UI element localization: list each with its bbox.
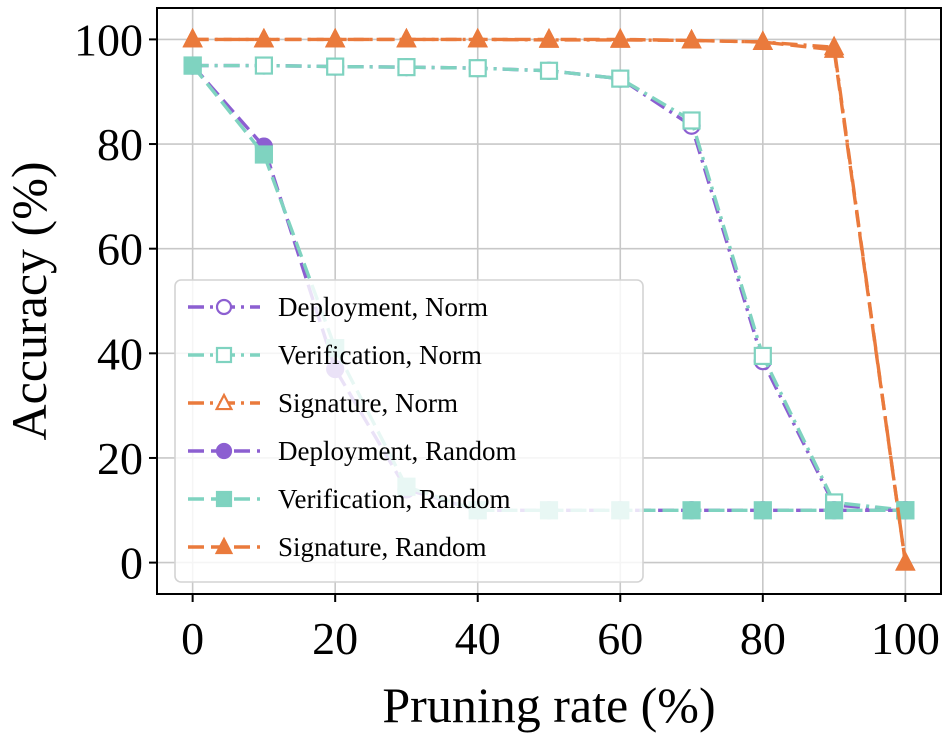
legend-label: Signature, Random <box>278 532 486 562</box>
legend-item-deployment-norm: Deployment, Norm <box>188 292 488 322</box>
data-point <box>682 111 701 130</box>
data-point <box>753 501 772 520</box>
x-tick-label: 100 <box>871 613 940 664</box>
data-point <box>324 27 346 48</box>
data-point <box>396 27 417 48</box>
legend-item-verification-random: Verification, Random <box>188 484 510 514</box>
legend-marker <box>215 346 233 364</box>
data-point <box>539 61 559 80</box>
data-point <box>467 27 488 48</box>
legend-marker <box>214 536 234 555</box>
x-tick-label: 40 <box>455 613 501 664</box>
data-point <box>823 38 845 58</box>
data-point <box>183 56 202 75</box>
y-tick-label: 100 <box>74 14 143 65</box>
data-point <box>681 28 702 49</box>
legend-label: Signature, Norm <box>278 388 458 418</box>
legend-label: Deployment, Random <box>278 436 516 466</box>
y-tick-label: 40 <box>97 328 143 379</box>
data-point <box>326 57 345 76</box>
y-tick-label: 80 <box>97 119 143 170</box>
data-point <box>610 27 631 48</box>
x-tick-label: 60 <box>597 613 643 664</box>
legend-box <box>174 279 644 583</box>
data-point <box>538 27 560 48</box>
legend: Deployment, Norm Verification, Norm Signat… <box>174 279 644 583</box>
y-tick-label: 20 <box>97 433 143 484</box>
y-axis-label: Accuracy (%) <box>1 162 57 441</box>
data-point <box>753 346 772 366</box>
legend-marker <box>215 298 233 316</box>
series-signature-random <box>182 27 916 571</box>
data-point <box>397 58 416 77</box>
data-point <box>611 69 630 88</box>
legend-label: Verification, Random <box>278 484 510 514</box>
legend-item-verification-norm: Verification, Norm <box>188 340 482 370</box>
x-axis-label: Pruning rate (%) <box>382 677 715 733</box>
legend-marker <box>214 392 234 411</box>
data-point <box>682 501 701 520</box>
data-point <box>254 145 274 164</box>
y-tick-label: 60 <box>97 224 143 275</box>
y-tick-label: 0 <box>120 538 143 589</box>
data-point <box>253 27 275 48</box>
data-point <box>182 27 203 48</box>
data-point <box>824 501 844 520</box>
data-point <box>895 551 916 571</box>
legend-marker <box>215 442 233 460</box>
legend-label: Verification, Norm <box>278 340 482 370</box>
legend-marker <box>215 490 233 508</box>
data-point <box>752 30 774 51</box>
x-tick-label: 0 <box>181 613 204 664</box>
legend-item-signature-norm: Signature, Norm <box>188 388 458 418</box>
x-tick-label: 80 <box>740 613 786 664</box>
x-tick-label: 20 <box>312 613 358 664</box>
legend-item-signature-random: Signature, Random <box>188 532 486 562</box>
plot-frame <box>156 7 942 595</box>
data-point <box>468 59 487 78</box>
legend-item-deployment-random: Deployment, Random <box>188 436 516 466</box>
legend-label: Deployment, Norm <box>278 292 488 322</box>
data-point <box>254 56 274 75</box>
ticks: 0 20 40 60 80 100 0 20 40 60 80 100 <box>74 14 940 664</box>
